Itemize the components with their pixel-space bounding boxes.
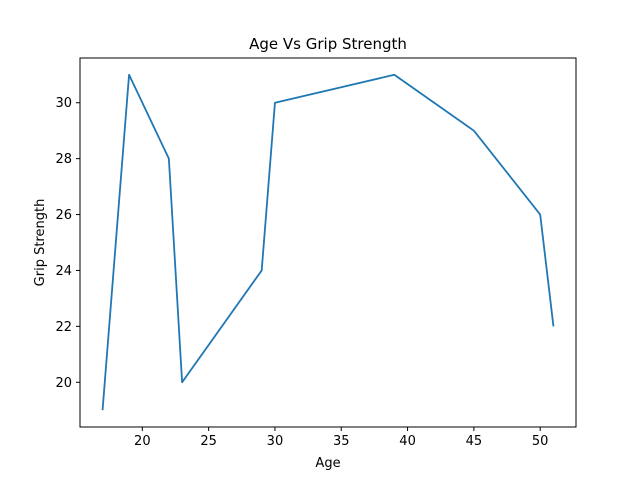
y-axis-label: Grip Strength	[33, 199, 48, 287]
x-axis-ticks: 20 25 30 35 40 45 50	[134, 427, 548, 449]
y-tick-label: 22	[55, 320, 72, 335]
x-axis-label: Age	[315, 456, 340, 471]
x-tick-label: 50	[532, 434, 549, 449]
y-tick-label: 30	[55, 96, 72, 111]
plot-frame	[79, 57, 577, 428]
y-tick-label: 28	[55, 152, 72, 167]
x-tick-label: 30	[267, 434, 284, 449]
y-tick-label: 24	[55, 264, 72, 279]
x-tick-label: 40	[399, 434, 416, 449]
y-axis-ticks: 20 22 24 26 28 30	[55, 96, 80, 391]
x-tick-label: 20	[134, 434, 151, 449]
series-line	[101, 73, 555, 411]
x-tick-label: 45	[466, 434, 483, 449]
y-tick-label: 20	[55, 376, 72, 391]
plot-background	[80, 58, 576, 427]
y-tick-label: 26	[55, 208, 72, 223]
chart-title: Age Vs Grip Strength	[249, 35, 407, 53]
x-tick-label: 35	[333, 434, 350, 449]
x-tick-label: 25	[200, 434, 217, 449]
